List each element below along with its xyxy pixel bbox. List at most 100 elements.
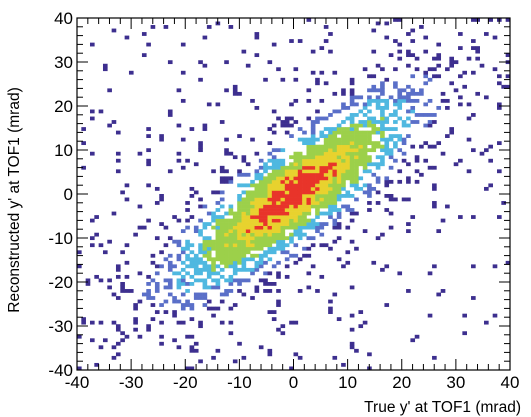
heatmap-cell bbox=[380, 158, 385, 163]
heatmap-cell bbox=[319, 176, 325, 181]
heatmap-cell bbox=[289, 197, 294, 202]
heatmap-cell bbox=[215, 264, 221, 269]
heatmap-cell bbox=[245, 257, 251, 262]
heatmap-cell bbox=[228, 232, 234, 237]
heatmap-cell bbox=[280, 197, 286, 202]
heatmap-cell bbox=[302, 246, 307, 251]
heatmap-cell bbox=[185, 158, 190, 163]
heatmap-cell bbox=[310, 218, 316, 223]
heatmap-cell bbox=[202, 285, 208, 290]
heatmap-cell bbox=[367, 190, 372, 195]
heatmap-cell bbox=[445, 106, 450, 110]
heatmap-cell bbox=[254, 285, 260, 290]
heatmap-cell bbox=[432, 165, 437, 170]
heatmap-cell bbox=[505, 260, 511, 265]
heatmap-cell bbox=[159, 134, 164, 138]
heatmap-cell bbox=[180, 246, 186, 251]
heatmap-cell bbox=[414, 158, 420, 163]
heatmap-cell bbox=[185, 208, 190, 212]
heatmap-cell bbox=[224, 257, 229, 262]
heatmap-cell bbox=[410, 91, 416, 96]
heatmap-cell bbox=[267, 172, 273, 177]
heatmap-cell bbox=[358, 148, 364, 153]
heatmap-cell bbox=[336, 155, 342, 160]
heatmap-cell bbox=[310, 70, 316, 75]
heatmap-cell bbox=[332, 169, 338, 174]
heatmap-cell bbox=[371, 172, 377, 177]
heatmap-cell bbox=[241, 197, 247, 202]
heatmap-cell bbox=[349, 155, 355, 160]
heatmap-cell bbox=[458, 158, 463, 163]
heatmap-cell bbox=[254, 201, 260, 205]
heatmap-cell bbox=[466, 116, 472, 121]
heatmap-cell bbox=[354, 183, 359, 188]
heatmap-cell bbox=[267, 215, 273, 219]
heatmap-cell bbox=[397, 169, 403, 174]
heatmap-cell bbox=[332, 130, 338, 135]
heatmap-cell bbox=[375, 165, 381, 170]
heatmap-cell bbox=[436, 63, 442, 68]
heatmap-cell bbox=[254, 239, 260, 244]
heatmap-cell bbox=[297, 194, 303, 198]
heatmap-cell bbox=[345, 225, 351, 230]
heatmap-cell bbox=[341, 176, 346, 181]
heatmap-cell bbox=[202, 303, 208, 307]
heatmap-cell bbox=[185, 201, 190, 205]
heatmap-cell bbox=[393, 120, 398, 124]
heatmap-cell bbox=[384, 264, 390, 269]
heatmap-cell bbox=[319, 222, 325, 226]
heatmap-cell bbox=[471, 148, 476, 153]
heatmap-cell bbox=[345, 134, 351, 138]
heatmap-cell bbox=[349, 95, 355, 100]
heatmap-cell bbox=[484, 95, 489, 100]
heatmap-cell bbox=[358, 162, 364, 167]
heatmap-cell bbox=[224, 250, 229, 255]
heatmap-cell bbox=[198, 77, 203, 82]
heatmap-cell bbox=[310, 197, 316, 202]
heatmap-cell bbox=[228, 236, 234, 241]
heatmap-cell bbox=[367, 186, 372, 191]
heatmap-cell bbox=[102, 63, 108, 68]
heatmap-cell bbox=[427, 123, 433, 128]
heatmap-cell bbox=[284, 257, 290, 262]
heatmap-cell bbox=[289, 155, 294, 160]
heatmap-cell bbox=[215, 229, 221, 234]
heatmap-cell bbox=[289, 179, 294, 184]
heatmap-cell bbox=[176, 88, 182, 93]
heatmap-cell bbox=[276, 169, 281, 174]
heatmap-cell bbox=[258, 243, 264, 248]
heatmap-cell bbox=[228, 253, 234, 258]
heatmap-cell bbox=[436, 292, 442, 297]
heatmap-cell bbox=[341, 137, 346, 142]
heatmap-cell bbox=[367, 141, 372, 146]
heatmap-cell bbox=[115, 130, 121, 135]
heatmap-cell bbox=[271, 194, 277, 198]
heatmap-cell bbox=[241, 250, 247, 255]
heatmap-cell bbox=[228, 306, 234, 311]
heatmap-cell bbox=[319, 186, 325, 191]
heatmap-cell bbox=[206, 271, 212, 276]
heatmap-cell bbox=[180, 278, 186, 283]
heatmap-cell bbox=[384, 148, 390, 153]
heatmap-cell bbox=[250, 243, 255, 248]
heatmap-cell bbox=[414, 155, 420, 160]
heatmap-cell bbox=[345, 151, 351, 156]
heatmap-cell bbox=[323, 81, 329, 86]
heatmap-cell bbox=[323, 222, 329, 226]
heatmap-cell bbox=[276, 172, 281, 177]
heatmap-cell bbox=[206, 250, 212, 255]
heatmap-cell bbox=[371, 260, 377, 265]
heatmap-cell bbox=[310, 144, 316, 149]
heatmap-cell bbox=[219, 274, 225, 279]
heatmap-cell bbox=[367, 116, 372, 121]
heatmap-cell bbox=[354, 186, 359, 191]
heatmap-cell bbox=[306, 88, 312, 93]
heatmap-cell bbox=[211, 169, 216, 174]
heatmap-cell bbox=[336, 190, 342, 195]
heatmap-cell bbox=[341, 194, 346, 198]
heatmap-cell bbox=[276, 197, 281, 202]
heatmap-cell bbox=[375, 162, 381, 167]
heatmap-cell bbox=[419, 172, 424, 177]
heatmap-cell bbox=[423, 158, 429, 163]
heatmap-cell bbox=[241, 260, 247, 265]
